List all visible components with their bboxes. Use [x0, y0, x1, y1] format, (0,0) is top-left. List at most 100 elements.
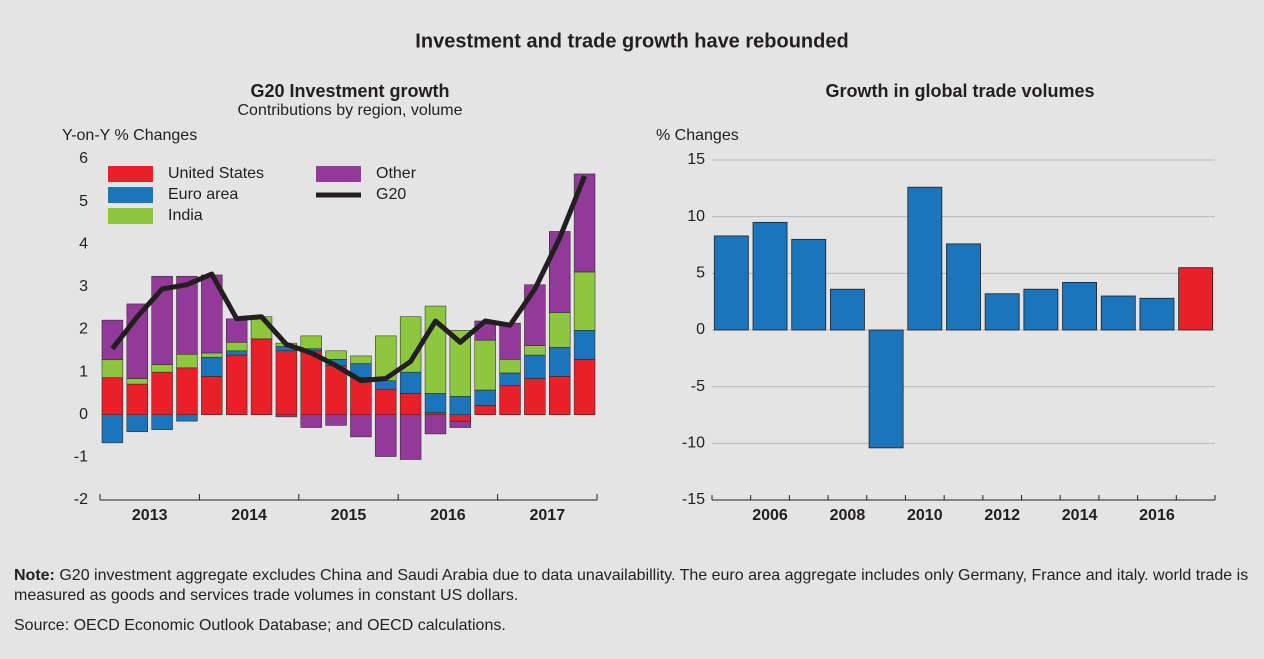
- bar-segment: [325, 414, 347, 426]
- bar-segment: [449, 420, 472, 428]
- y-axis-label: % Changes: [656, 127, 739, 144]
- bar-segment: [126, 383, 148, 415]
- bar-segment: [325, 365, 347, 416]
- bar-segment: [375, 380, 397, 390]
- bar-segment: [573, 359, 596, 415]
- y-tick-label: 0: [696, 321, 705, 338]
- bar: [752, 221, 788, 331]
- bar-segment: [300, 350, 322, 415]
- bar-segment: [201, 356, 223, 377]
- legend-swatch: [108, 208, 153, 224]
- bar-segment: [399, 371, 422, 394]
- x-tick-label: 2012: [984, 507, 1020, 524]
- legend-label: Euro area: [168, 186, 238, 203]
- bar-segment: [151, 371, 173, 415]
- bar-segment: [225, 342, 248, 352]
- y-tick-label: 3: [79, 278, 88, 295]
- bar-segment: [524, 284, 546, 346]
- x-tick-label: 2013: [132, 507, 168, 524]
- main-title: Investment and trade growth have rebound…: [415, 30, 848, 52]
- bar-segment: [549, 347, 571, 377]
- bar-segment: [201, 376, 223, 416]
- legend-label: United States: [168, 165, 264, 182]
- y-tick-label: 1: [79, 363, 88, 380]
- bar: [1178, 267, 1214, 331]
- bar-segment: [151, 414, 173, 430]
- y-tick-label: 15: [687, 151, 705, 168]
- x-tick-label: 2016: [430, 507, 466, 524]
- bar-segment: [176, 353, 198, 369]
- legend-swatch: [316, 166, 361, 182]
- bar-segment: [126, 378, 148, 385]
- bar: [907, 186, 943, 331]
- bar-segment: [449, 330, 472, 397]
- bar-segment: [250, 338, 273, 415]
- y-tick-label: 0: [79, 406, 88, 423]
- bar-segment: [549, 376, 571, 416]
- y-axis-label: Y-on-Y % Changes: [62, 127, 197, 144]
- y-tick-label: 2: [79, 321, 88, 338]
- bar-segment: [176, 275, 198, 355]
- bar: [868, 329, 904, 449]
- bar-segment: [499, 359, 521, 374]
- y-tick-label: -2: [74, 491, 88, 508]
- note-text: G20 investment aggregate excludes China …: [14, 567, 1249, 604]
- note-label: Note:: [14, 567, 55, 584]
- legend-swatch: [108, 187, 153, 203]
- bar-segment: [225, 318, 248, 343]
- y-tick-label: 5: [696, 265, 705, 282]
- bar-segment: [275, 414, 298, 418]
- x-tick-label: 2017: [530, 507, 566, 524]
- bar-segment: [449, 396, 472, 416]
- bar-segment: [573, 271, 596, 331]
- bar: [984, 293, 1020, 331]
- chart-subtitle: Contributions by region, volume: [237, 102, 462, 119]
- bar-segment: [375, 388, 397, 415]
- bar-segment: [176, 367, 198, 415]
- x-tick-label: 2010: [907, 507, 943, 524]
- x-tick-label: 2014: [1062, 507, 1098, 524]
- bar-segment: [225, 350, 248, 356]
- bar-segment: [499, 385, 521, 416]
- bar-segment: [549, 312, 571, 348]
- line: [110, 175, 587, 384]
- bar-segment: [350, 355, 372, 364]
- bar: [1139, 297, 1175, 331]
- bar: [713, 235, 749, 331]
- bar-segment: [399, 393, 422, 415]
- bar: [1062, 281, 1098, 331]
- bar-segment: [499, 372, 521, 387]
- y-tick-label: 10: [687, 208, 705, 225]
- bar-segment: [573, 330, 596, 360]
- y-tick-label: 5: [79, 193, 88, 210]
- bar-segment: [201, 352, 223, 358]
- x-tick-label: 2016: [1139, 507, 1175, 524]
- chart: Investment and trade growth have rebound…: [62, 30, 1216, 524]
- bar-segment: [101, 414, 124, 444]
- bar-segment: [399, 414, 422, 460]
- bar: [946, 243, 981, 331]
- bar-segment: [524, 345, 546, 356]
- bar-segment: [225, 354, 248, 416]
- bar-segment: [449, 414, 472, 422]
- y-tick-label: -10: [682, 435, 705, 452]
- y-tick-label: -15: [682, 491, 705, 508]
- legend-swatch: [316, 192, 361, 198]
- bar-segment: [300, 335, 322, 349]
- note: Note: G20 investment aggregate excludes …: [14, 566, 1250, 606]
- bar-segment: [424, 414, 447, 435]
- bar: [1100, 295, 1136, 331]
- bar-segment: [350, 414, 372, 438]
- bar: [829, 288, 865, 331]
- bar-segment: [524, 378, 546, 415]
- chart-title: Growth in global trade volumes: [825, 81, 1094, 101]
- x-tick-label: 2014: [231, 507, 267, 524]
- x-tick-label: 2015: [331, 507, 367, 524]
- bar-segment: [176, 414, 198, 422]
- y-tick-label: 4: [79, 235, 88, 252]
- source: Source: OECD Economic Outlook Database; …: [14, 617, 506, 634]
- x-tick-label: 2006: [752, 507, 788, 524]
- bar-segment: [524, 354, 546, 379]
- bar-segment: [474, 389, 496, 406]
